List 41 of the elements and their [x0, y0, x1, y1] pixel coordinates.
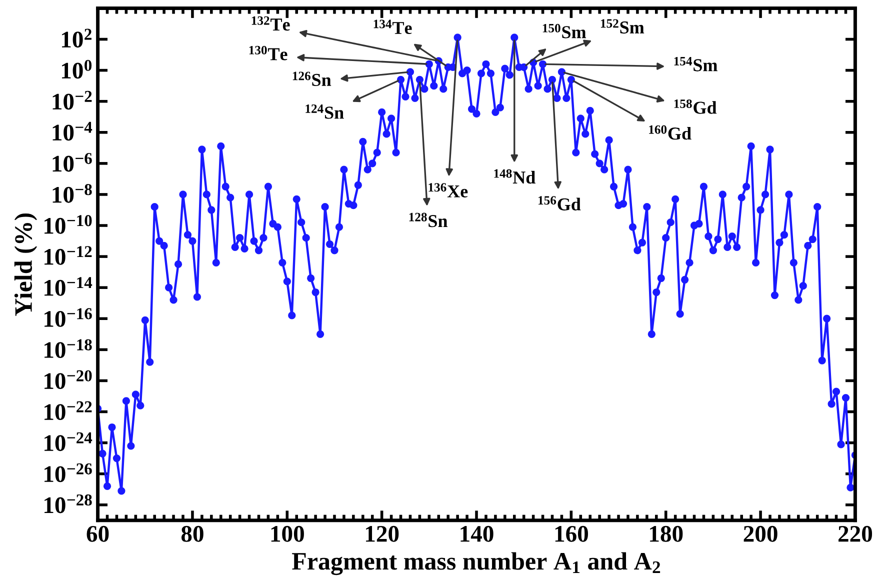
- annotation: $^{132}$Te: [252, 16, 290, 31]
- y-tick-label: 10$^{−6}$: [52, 152, 92, 172]
- y-tick-label: 10$^{−14}$: [44, 277, 92, 296]
- annotation: $^{148}$Nd: [494, 169, 536, 184]
- y-tick-label: 10$^{0}$: [62, 60, 92, 79]
- x-tick-label: 60: [86, 526, 109, 542]
- annotation: $^{158}$Gd: [674, 99, 717, 114]
- x-tick-label: 180: [650, 526, 683, 542]
- y-tick-label: 10$^{−22}$: [44, 401, 92, 420]
- x-tick-label: 200: [744, 526, 778, 542]
- annotation: $^{124}$Sn: [306, 104, 344, 119]
- x-tick-label: 160: [555, 526, 588, 542]
- annotation: $^{130}$Te: [249, 46, 288, 60]
- x-tick-label: 120: [366, 526, 399, 542]
- annotation: $^{152}$Sm: [600, 19, 644, 34]
- y-tick-label: 10$^{−8}$: [52, 184, 92, 203]
- y-tick-label: 10$^{2}$: [62, 28, 92, 48]
- y-tick-label: 10$^{−12}$: [44, 246, 92, 265]
- y-tick-label: 10$^{−24}$: [44, 432, 92, 452]
- x-tick-label: 220: [838, 526, 872, 542]
- annotation: $^{156}$Gd: [538, 196, 581, 210]
- y-tick-label: 10$^{−16}$: [44, 308, 92, 327]
- annotation: $^{134}$Te: [374, 20, 412, 34]
- y-tick-label: 10$^{−2}$: [52, 90, 92, 110]
- y-tick-label: 10$^{−10}$: [44, 215, 92, 234]
- x-tick-label: 80: [181, 526, 204, 542]
- annotation: $^{126}$Sn: [292, 72, 332, 86]
- annotation: $^{136}$Xe: [428, 183, 468, 198]
- annotation: $^{150}$Sm: [542, 24, 586, 38]
- y-tick-label: 10$^{−26}$: [44, 463, 92, 482]
- x-tick-label: 140: [460, 526, 494, 542]
- y-tick-label: 10$^{−20}$: [44, 370, 92, 390]
- x-tick-label: 100: [271, 526, 304, 542]
- y-tick-label: 10$^{−4}$: [52, 122, 92, 141]
- y-tick-label: 10$^{−18}$: [44, 339, 92, 358]
- annotation: $^{128}$Sn: [409, 212, 448, 228]
- annotation: $^{160}$Gd: [649, 125, 692, 140]
- x-axis-title: Fragment mass number A$_{1}$ and A$_{2}$: [292, 552, 660, 576]
- y-tick-label: 10$^{−28}$: [44, 494, 92, 514]
- y-axis-title: Yield (%): [14, 213, 38, 316]
- annotation: $^{154}$Sm: [674, 56, 718, 72]
